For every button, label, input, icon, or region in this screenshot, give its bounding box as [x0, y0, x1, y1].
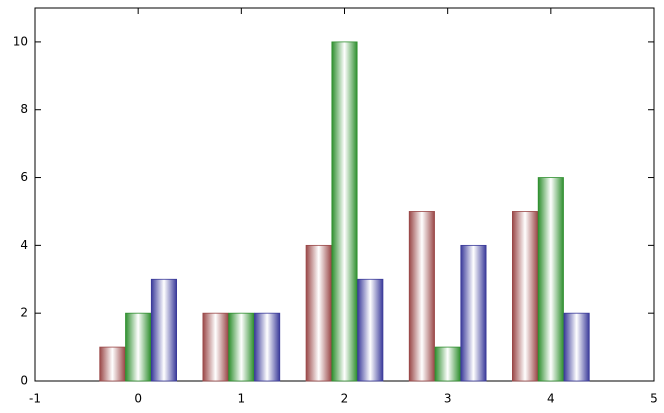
bar	[331, 41, 358, 382]
x-tick-label: 2	[341, 392, 349, 406]
y-tick-label: 0	[20, 374, 28, 388]
bar	[99, 346, 126, 382]
bar	[434, 346, 461, 382]
x-tick-label: 0	[134, 392, 142, 406]
bar	[305, 244, 332, 382]
bar	[202, 312, 229, 382]
x-tick-label: 4	[547, 392, 555, 406]
bar	[357, 278, 384, 382]
y-tick-label: 6	[20, 170, 28, 184]
y-tick-label: 4	[20, 238, 28, 252]
y-tick-label: 10	[13, 34, 28, 48]
bar	[125, 312, 152, 382]
bar	[254, 312, 281, 382]
x-tick-label: 5	[650, 392, 658, 406]
y-tick-label: 2	[20, 306, 28, 320]
y-tick-label: 8	[20, 102, 28, 116]
bar	[512, 211, 539, 382]
x-tick-label: -1	[29, 392, 41, 406]
x-tick-label: 1	[238, 392, 246, 406]
bar	[537, 177, 564, 382]
bar	[150, 278, 177, 382]
bar	[563, 312, 590, 382]
bar	[460, 244, 487, 382]
x-tick-label: 3	[444, 392, 452, 406]
bar	[408, 211, 435, 382]
bar	[228, 312, 255, 382]
